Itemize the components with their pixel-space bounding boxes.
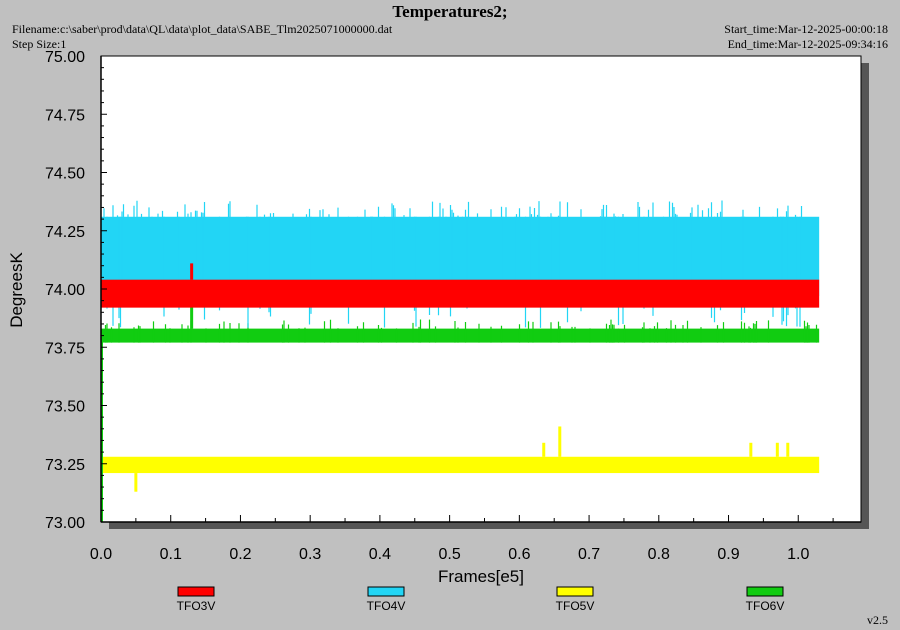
legend: TFO3V TFO4V TFO5V TFO6V <box>177 586 785 613</box>
version-label: v2.5 <box>867 613 888 627</box>
y-tick-label-6: 74.50 <box>45 166 85 183</box>
x-tick-label-9: 0.9 <box>717 546 739 563</box>
y-tick-label-0: 73.00 <box>45 515 85 532</box>
y-tick-label-3: 73.75 <box>45 340 85 357</box>
x-tick-label-2: 0.2 <box>229 546 251 563</box>
end-time-label: End_time:Mar-12-2025-09:34:16 <box>727 37 888 51</box>
series-noise-tfo4v <box>103 200 803 328</box>
legend-label-tfo5v: TFO5V <box>556 599 595 613</box>
step-size-label: Step Size:1 <box>12 37 67 51</box>
chart-title: Temperatures2; <box>392 2 508 21</box>
y-tick-label-7: 74.75 <box>45 107 85 124</box>
y-tick-label-2: 73.50 <box>45 399 85 416</box>
series-layer <box>101 200 820 522</box>
x-tick-label-3: 0.3 <box>299 546 321 563</box>
legend-swatch-tfo4v <box>367 586 405 597</box>
series-band-tfo3v <box>101 279 820 308</box>
legend-label-tfo3v: TFO3V <box>177 599 216 613</box>
x-tick-label-4: 0.4 <box>369 546 391 563</box>
filename-label: Filename:c:\saber\prod\data\QL\data\plot… <box>12 22 393 36</box>
x-tick-label-7: 0.7 <box>578 546 600 563</box>
series-tfo5v <box>101 426 820 492</box>
series-tfo3v <box>101 263 820 308</box>
y-tick-label-4: 74.00 <box>45 282 85 299</box>
x-tick-label-8: 0.8 <box>648 546 670 563</box>
legend-swatch-tfo5v <box>556 586 594 597</box>
x-tick-label-1: 0.1 <box>160 546 182 563</box>
start-time-label: Start_time:Mar-12-2025-00:00:18 <box>724 22 888 36</box>
x-tick-label-10: 1.0 <box>787 546 809 563</box>
y-axis-label: DegreesK <box>7 252 26 328</box>
y-tick-label-1: 73.25 <box>45 457 85 474</box>
series-band-tfo5v <box>101 456 820 474</box>
legend-swatch-tfo3v <box>177 586 215 597</box>
x-tick-label-6: 0.6 <box>508 546 530 563</box>
legend-label-tfo6v: TFO6V <box>746 599 785 613</box>
y-tick-label-5: 74.25 <box>45 224 85 241</box>
series-noise-tfo6v <box>104 319 818 343</box>
series-band-tfo6v <box>101 328 820 343</box>
x-tick-label-5: 0.5 <box>438 546 460 563</box>
legend-swatch-tfo6v <box>746 586 784 597</box>
legend-label-tfo4v: TFO4V <box>367 599 406 613</box>
x-axis-label: Frames[e5] <box>438 567 524 586</box>
y-tick-label-8: 75.00 <box>45 49 85 66</box>
x-tick-label-0: 0.0 <box>90 546 112 563</box>
axis-layer: 73.00 73.25 73.50 73.75 74.00 74.25 74.50 74.75… <box>45 49 861 563</box>
